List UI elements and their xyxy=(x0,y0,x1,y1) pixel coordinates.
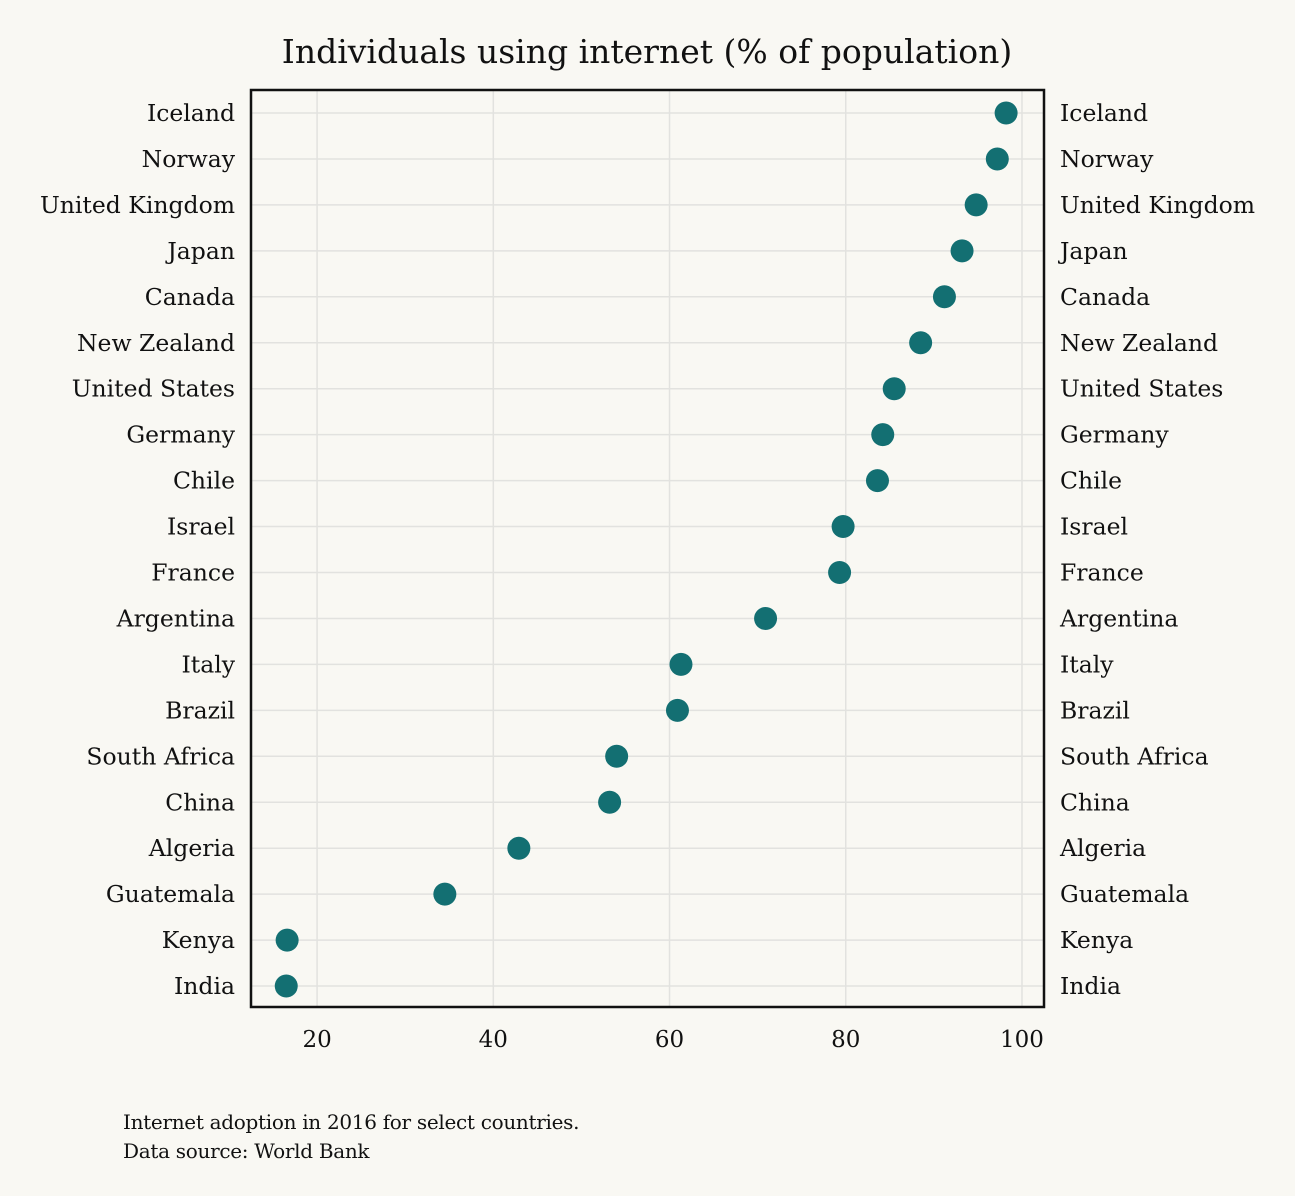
country-label-right: Canada xyxy=(1060,283,1150,311)
country-label-left: Brazil xyxy=(165,696,235,724)
country-label-right: South Africa xyxy=(1060,742,1209,770)
data-point xyxy=(665,698,689,722)
country-label-left: China xyxy=(165,788,235,816)
country-label-left: Germany xyxy=(126,421,235,449)
data-point xyxy=(669,652,693,676)
caption-source: Data source: World Bank xyxy=(123,1139,370,1163)
data-point xyxy=(994,101,1018,125)
country-label-left: India xyxy=(174,972,235,1000)
country-label-right: Argentina xyxy=(1059,604,1178,632)
country-label-right: Algeria xyxy=(1059,834,1146,862)
data-point xyxy=(964,193,988,217)
data-point xyxy=(598,790,622,814)
country-label-left: Japan xyxy=(165,237,235,265)
country-label-right: United States xyxy=(1060,375,1223,403)
country-label-right: Germany xyxy=(1060,421,1169,449)
data-point xyxy=(274,974,298,998)
country-label-right: Chile xyxy=(1060,467,1122,495)
data-point xyxy=(433,882,457,906)
country-label-right: Kenya xyxy=(1060,926,1133,954)
country-label-left: Argentina xyxy=(116,604,235,632)
country-label-right: Brazil xyxy=(1060,696,1130,724)
x-tick-label: 20 xyxy=(302,1027,331,1053)
country-label-left: Guatemala xyxy=(106,880,235,908)
country-label-right: Iceland xyxy=(1060,99,1148,127)
x-tick-label: 100 xyxy=(1000,1027,1044,1053)
data-points xyxy=(274,101,1018,998)
country-label-left: France xyxy=(151,559,235,587)
data-point xyxy=(754,606,778,630)
country-label-right: New Zealand xyxy=(1060,329,1218,357)
country-label-left: Iceland xyxy=(147,99,235,127)
data-point xyxy=(865,469,889,493)
data-point xyxy=(605,744,629,768)
country-label-left: Algeria xyxy=(148,834,235,862)
country-label-left: Norway xyxy=(142,145,236,173)
country-label-right: Japan xyxy=(1058,237,1128,265)
country-label-right: Italy xyxy=(1060,650,1114,678)
x-tick-label: 40 xyxy=(479,1027,508,1053)
x-tick-label: 80 xyxy=(831,1027,860,1053)
country-label-left: Italy xyxy=(181,650,235,678)
data-point xyxy=(828,561,852,584)
grid-lines xyxy=(251,90,1044,1007)
plot-frame xyxy=(249,88,1046,1009)
country-label-right: France xyxy=(1060,559,1144,587)
data-point xyxy=(932,285,956,309)
country-label-left: Chile xyxy=(173,467,235,495)
right-country-labels: Iceland Norway United Kingdom Japan Canada Ne… xyxy=(1058,99,1255,1000)
country-label-right: Norway xyxy=(1060,145,1154,173)
data-point xyxy=(507,836,531,860)
data-point xyxy=(871,423,895,447)
country-label-left: Kenya xyxy=(162,926,235,954)
chart-title: Individuals using internet (% of populat… xyxy=(282,32,1012,71)
country-label-right: United Kingdom xyxy=(1060,191,1255,219)
country-label-right: Israel xyxy=(1060,513,1128,541)
caption: Internet adoption in 2016 for select cou… xyxy=(123,1108,579,1166)
caption-description: Internet adoption in 2016 for select cou… xyxy=(123,1110,580,1134)
country-label-right: Guatemala xyxy=(1060,880,1189,908)
country-label-right: China xyxy=(1060,788,1130,816)
country-label-left: Canada xyxy=(145,283,235,311)
data-point xyxy=(950,239,974,263)
data-point xyxy=(275,928,299,952)
country-label-left: United Kingdom xyxy=(40,191,235,219)
country-label-left: United States xyxy=(72,375,235,403)
country-label-right: India xyxy=(1060,972,1121,1000)
data-point xyxy=(831,515,855,539)
country-label-left: New Zealand xyxy=(77,329,235,357)
data-point xyxy=(909,331,933,355)
country-label-left: Israel xyxy=(167,513,235,541)
x-axis-ticks: 20 40 60 80 100 xyxy=(302,1027,1043,1053)
data-point xyxy=(882,377,906,401)
x-tick-label: 60 xyxy=(655,1027,684,1053)
country-label-left: South Africa xyxy=(86,742,235,770)
left-country-labels: Iceland Norway United Kingdom Japan Canada Ne… xyxy=(40,99,236,1000)
data-point xyxy=(985,147,1009,171)
